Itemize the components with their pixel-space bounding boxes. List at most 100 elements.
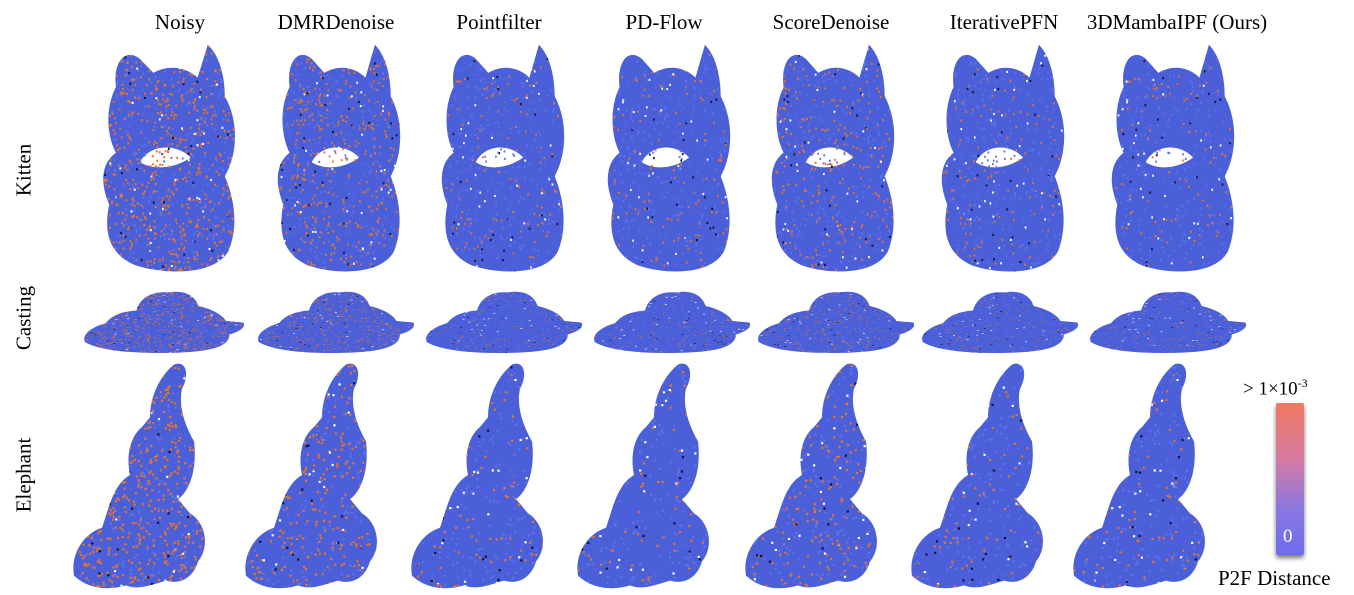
point-speckle (214, 216, 217, 219)
point-speckle (315, 82, 318, 85)
point-speckle (397, 196, 400, 199)
point-speckle (741, 134, 743, 136)
point-speckle (562, 239, 564, 242)
point-speckle (441, 173, 443, 176)
point-speckle (675, 252, 677, 255)
point-speckle (318, 71, 321, 75)
point-speckle (398, 234, 401, 237)
point-speckle (869, 110, 871, 113)
point-speckle (283, 206, 285, 209)
point-speckle (106, 70, 109, 73)
point-speckle (962, 263, 964, 266)
point-speckle (485, 168, 488, 171)
point-speckle (238, 61, 240, 63)
point-speckle (637, 130, 639, 133)
point-speckle (862, 68, 864, 71)
point-speckle (622, 199, 625, 202)
point-speckle (461, 210, 464, 213)
point-speckle (486, 67, 489, 70)
point-speckle (821, 128, 824, 131)
point-speckle (617, 108, 620, 111)
point-speckle (302, 178, 305, 181)
point-speckle (461, 118, 464, 121)
point-speckle (593, 98, 595, 100)
point-speckle (461, 188, 463, 191)
point-speckle (94, 179, 96, 181)
point-speckle (651, 216, 654, 219)
point-speckle (222, 192, 225, 195)
point-speckle (493, 270, 495, 272)
point-speckle (565, 251, 567, 253)
point-speckle (266, 243, 268, 245)
point-speckle (201, 123, 204, 126)
point-speckle (126, 61, 129, 64)
point-speckle (772, 235, 774, 238)
point-speckle (350, 95, 353, 98)
point-speckle (579, 210, 581, 212)
point-speckle (165, 108, 168, 112)
point-speckle (325, 117, 328, 120)
point-speckle (158, 118, 161, 121)
point-speckle (503, 249, 505, 252)
point-speckle (991, 191, 994, 194)
point-speckle (621, 160, 624, 163)
point-speckle (345, 79, 348, 82)
point-speckle (1065, 129, 1067, 131)
point-speckle (222, 228, 225, 231)
point-speckle (86, 126, 88, 128)
point-speckle (733, 46, 735, 48)
point-speckle (905, 225, 907, 227)
point-speckle (487, 118, 489, 121)
point-speckle (1075, 82, 1077, 84)
point-speckle (309, 241, 312, 244)
point-speckle (123, 146, 126, 149)
point-speckle (1054, 122, 1056, 125)
point-speckle (179, 231, 182, 234)
point-speckle (243, 132, 245, 134)
point-speckle (188, 111, 190, 114)
point-speckle (486, 190, 489, 193)
point-speckle (306, 107, 309, 110)
point-speckle (1005, 53, 1008, 56)
point-speckle (405, 200, 407, 202)
point-speckle (768, 193, 770, 195)
point-speckle (228, 246, 231, 250)
point-speckle (171, 93, 174, 96)
point-speckle (93, 266, 95, 268)
point-speckle (160, 152, 163, 156)
point-speckle (722, 147, 725, 150)
point-speckle (675, 112, 678, 115)
point-speckle (884, 208, 887, 211)
point-speckle (846, 134, 849, 137)
point-speckle (222, 110, 225, 113)
point-speckle (193, 132, 196, 135)
point-speckle (667, 264, 670, 267)
point-speckle (569, 92, 571, 94)
point-speckle (105, 134, 108, 137)
point-speckle (608, 56, 610, 59)
point-speckle (337, 238, 339, 241)
point-speckle (206, 107, 209, 110)
point-speckle (802, 205, 805, 208)
point-speckle (187, 217, 190, 220)
point-speckle (906, 72, 908, 74)
point-speckle (821, 271, 824, 272)
point-speckle (406, 146, 408, 148)
point-speckle (790, 132, 792, 136)
point-speckle (725, 259, 728, 262)
point-speckle (480, 79, 482, 82)
point-speckle (176, 254, 179, 257)
point-speckle (720, 58, 723, 61)
point-speckle (234, 226, 235, 229)
point-speckle (788, 157, 791, 160)
point-speckle (262, 268, 264, 270)
point-speckle (628, 157, 631, 160)
point-speckle (442, 55, 444, 58)
point-speckle (839, 223, 842, 227)
point-speckle (446, 152, 449, 155)
point-speckle (530, 266, 532, 269)
point-speckle (641, 249, 644, 252)
point-speckle (450, 259, 452, 262)
point-speckle (427, 96, 429, 98)
point-speckle (149, 229, 152, 232)
